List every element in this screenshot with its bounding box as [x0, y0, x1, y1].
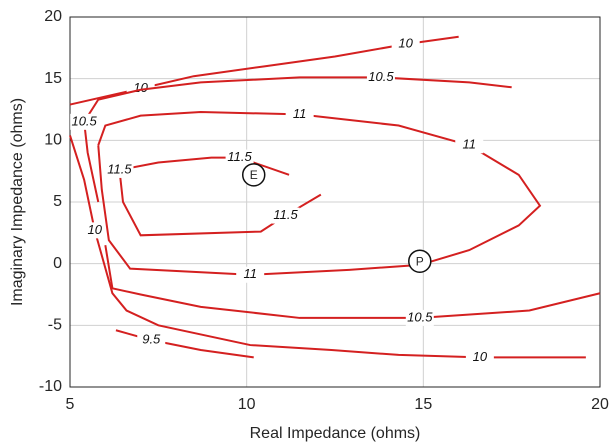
contour-label-bg [455, 137, 484, 154]
contour-label: 9.5 [142, 332, 161, 347]
contour-label: 10 [473, 349, 488, 364]
contour-label-bg [80, 222, 109, 239]
y-tick-label: 10 [44, 132, 62, 149]
contour-label: 10 [87, 222, 102, 237]
contour-label-bg [225, 149, 254, 166]
point-marker [408, 249, 432, 273]
x-tick-label: 15 [414, 396, 432, 413]
contour-label: 11 [293, 106, 307, 121]
contour-label: 10.5 [368, 69, 394, 84]
contour-label-bg [465, 349, 494, 366]
contour-label-bg [405, 309, 434, 326]
x-axis-label: Real Impedance (ohms) [250, 425, 421, 442]
y-tick-label: 0 [53, 255, 62, 272]
point-label: P [416, 254, 424, 268]
contour-label: 11.5 [107, 161, 132, 176]
contour-line [97, 110, 542, 276]
x-tick-label: 5 [66, 396, 75, 413]
contour-label: 10 [133, 80, 148, 95]
contour-label: 11.5 [227, 149, 252, 164]
contour-label: 10.5 [407, 309, 433, 324]
contour-label-bg [236, 266, 265, 283]
plot-frame [69, 16, 601, 388]
contour-line [115, 329, 254, 359]
contour-label-bg [391, 36, 420, 53]
y-tick-label: 5 [53, 193, 62, 210]
contour-label-bg [271, 207, 300, 224]
contour-label-bg [366, 69, 395, 86]
point-label: E [250, 168, 258, 182]
y-axis-label: Imaginary Impedance (ohms) [9, 98, 26, 306]
y-tick-label: -10 [39, 378, 62, 395]
contour-line [69, 135, 586, 359]
contour-label: 10 [398, 36, 413, 51]
y-tick-label: -5 [48, 317, 62, 334]
x-tick-label: 10 [238, 396, 256, 413]
contour-line [104, 245, 601, 319]
y-tick-label: 20 [44, 8, 62, 25]
contour-label-bg [105, 161, 134, 178]
contour-label-bg [126, 80, 155, 97]
contour-label: 11.5 [273, 207, 298, 222]
contour-label-bg [70, 113, 99, 130]
contour-label-bg [137, 332, 166, 349]
contour-label: 11 [463, 137, 477, 152]
contour-line [83, 76, 512, 203]
contour-label: 10.5 [71, 113, 97, 128]
contour-label-bg [285, 106, 314, 123]
contour-line [118, 156, 322, 237]
point-marker [241, 163, 266, 187]
y-tick-label: 15 [44, 70, 62, 87]
x-tick-label: 20 [591, 396, 609, 413]
contour-label: 11 [243, 266, 257, 281]
